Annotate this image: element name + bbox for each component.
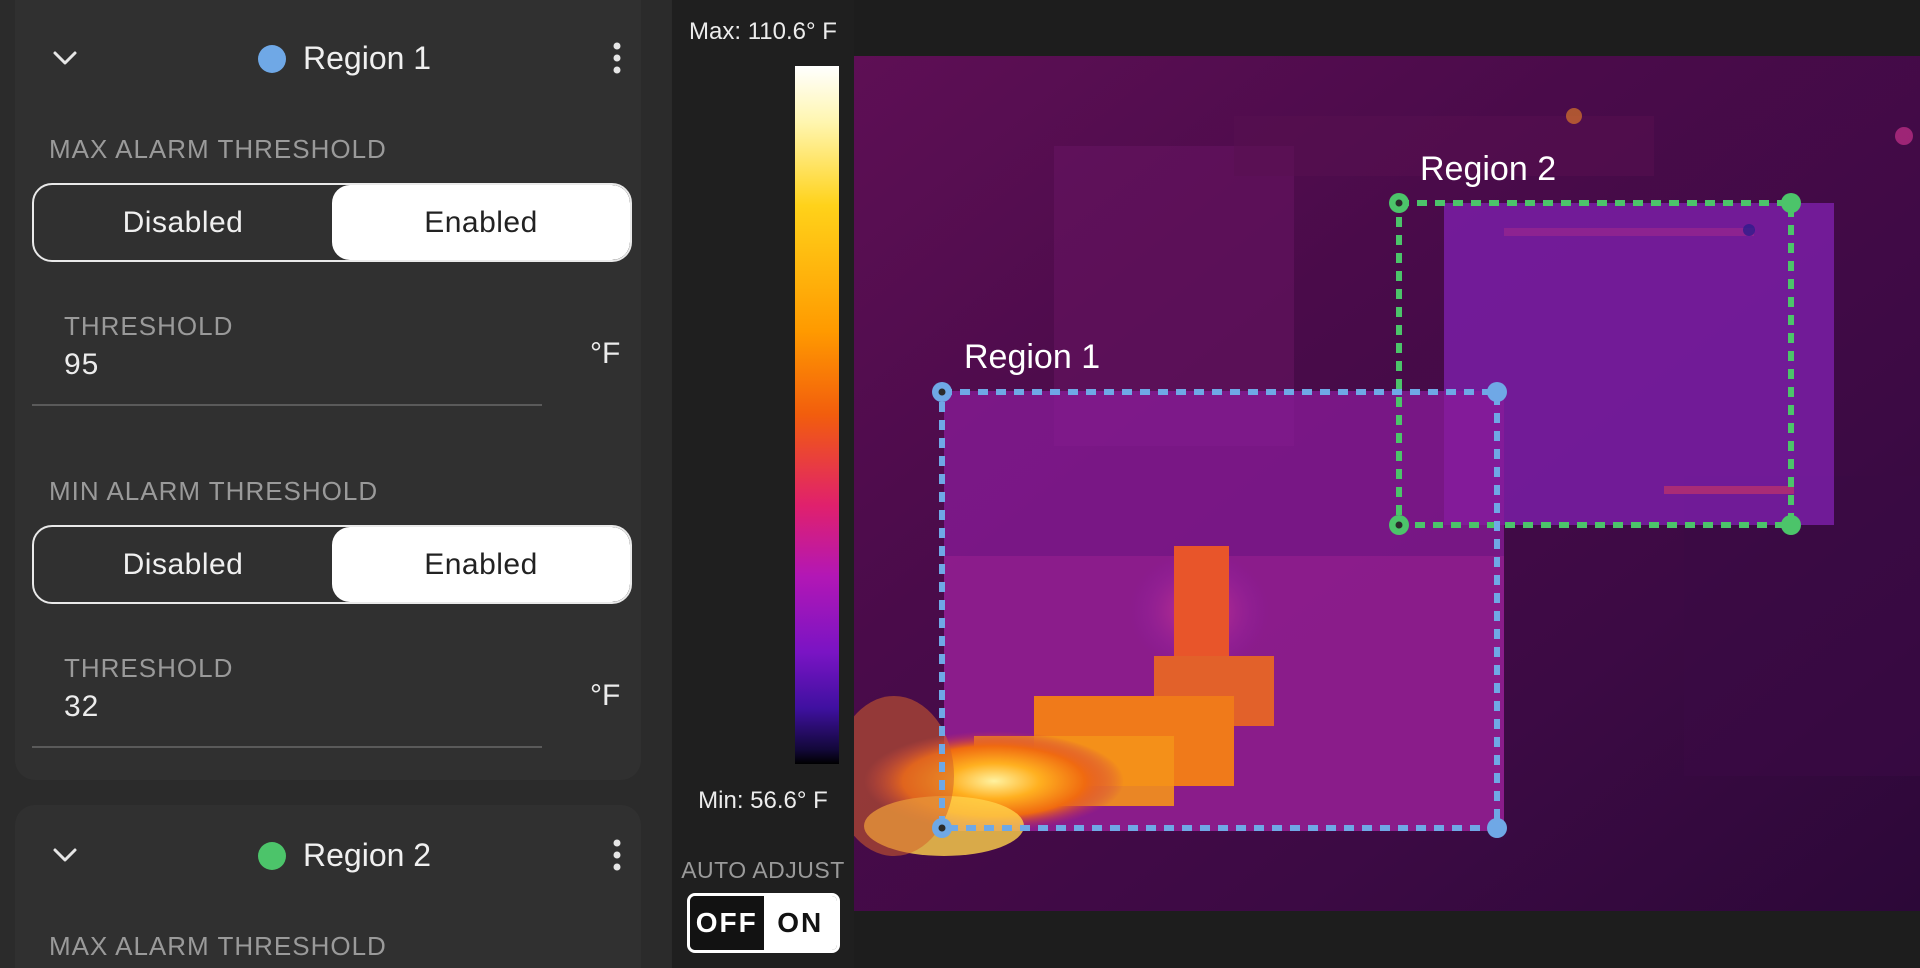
auto-adjust-off-option[interactable]: OFF — [690, 896, 764, 950]
chevron-down-icon[interactable] — [45, 835, 85, 875]
thermal-image: Region 2 Region 1 — [854, 56, 1920, 911]
min-threshold-label: THRESHOLD — [64, 653, 234, 683]
thermal-image-canvas — [854, 56, 1920, 911]
max-threshold-label: THRESHOLD — [64, 311, 234, 341]
region-settings-panel: Region 1 MAX ALARM THRESHOLD Disabled En… — [0, 0, 671, 968]
color-scale-bar — [795, 66, 839, 764]
auto-adjust-on-option[interactable]: ON — [763, 896, 837, 950]
auto-adjust-label: AUTO ADJUST — [681, 857, 845, 883]
max-alarm-disabled-option[interactable]: Disabled — [122, 205, 244, 239]
region-2-handle-br[interactable] — [1781, 515, 1801, 535]
region-1-box[interactable] — [939, 389, 1500, 831]
region-1-title: Region 1 — [303, 40, 432, 76]
min-alarm-toggle: Disabled Enabled — [32, 525, 632, 604]
more-vertical-icon[interactable] — [595, 833, 639, 877]
chevron-down-icon[interactable] — [45, 38, 85, 78]
region-1-handle-bl-center — [938, 824, 946, 832]
region-1-handle-tl-center — [938, 388, 946, 396]
region-1-card: Region 1 MAX ALARM THRESHOLD Disabled En… — [15, 0, 641, 780]
region-2-header: Region 2 — [15, 797, 641, 913]
more-vertical-icon[interactable] — [595, 36, 639, 80]
min-threshold-underline — [32, 746, 542, 748]
max-alarm-enabled-option[interactable]: Enabled — [332, 185, 630, 260]
min-alarm-disabled-option[interactable]: Disabled — [122, 547, 244, 581]
region-2-handle-tl-center — [1395, 199, 1403, 207]
region-2-max-alarm-threshold-label: MAX ALARM THRESHOLD — [49, 931, 387, 961]
auto-adjust-switch[interactable]: OFF ON — [687, 893, 840, 953]
max-threshold-underline — [32, 404, 542, 406]
min-alarm-enabled-option[interactable]: Enabled — [332, 527, 630, 602]
max-alarm-toggle: Disabled Enabled — [32, 183, 632, 262]
region-1-handle-br[interactable] — [1487, 818, 1507, 838]
max-threshold-unit: °F — [590, 337, 621, 370]
min-alarm-threshold-label: MIN ALARM THRESHOLD — [49, 476, 379, 506]
region-1-color-dot — [258, 45, 286, 73]
region-2-overlay-label: Region 2 — [1420, 150, 1557, 188]
min-threshold-input[interactable]: 32 — [64, 690, 100, 723]
region-1-overlay-label: Region 1 — [964, 338, 1101, 376]
scale-max-label: Max: 110.6° F — [689, 18, 837, 45]
temperature-scale-panel: Max: 110.6° F Min: 56.6° F AUTO ADJUST O… — [672, 0, 854, 968]
region-2-color-dot — [258, 842, 286, 870]
scale-min-label: Min: 56.6° F — [698, 787, 828, 814]
thermal-camera-view: Region 2 Region 1 — [854, 0, 1920, 968]
region-2-handle-bl-center — [1395, 521, 1403, 529]
region-overlay — [932, 193, 1801, 838]
region-1-header: Region 1 — [15, 0, 641, 116]
region-2-title: Region 2 — [303, 837, 432, 873]
max-alarm-threshold-label: MAX ALARM THRESHOLD — [49, 134, 387, 164]
region-1-handle-tr[interactable] — [1487, 382, 1507, 402]
min-threshold-unit: °F — [590, 679, 621, 712]
region-2-handle-tr[interactable] — [1781, 193, 1801, 213]
region-2-box[interactable] — [1396, 200, 1794, 528]
max-threshold-input[interactable]: 95 — [64, 348, 100, 381]
region-2-card: Region 2 MAX ALARM THRESHOLD — [15, 805, 641, 968]
